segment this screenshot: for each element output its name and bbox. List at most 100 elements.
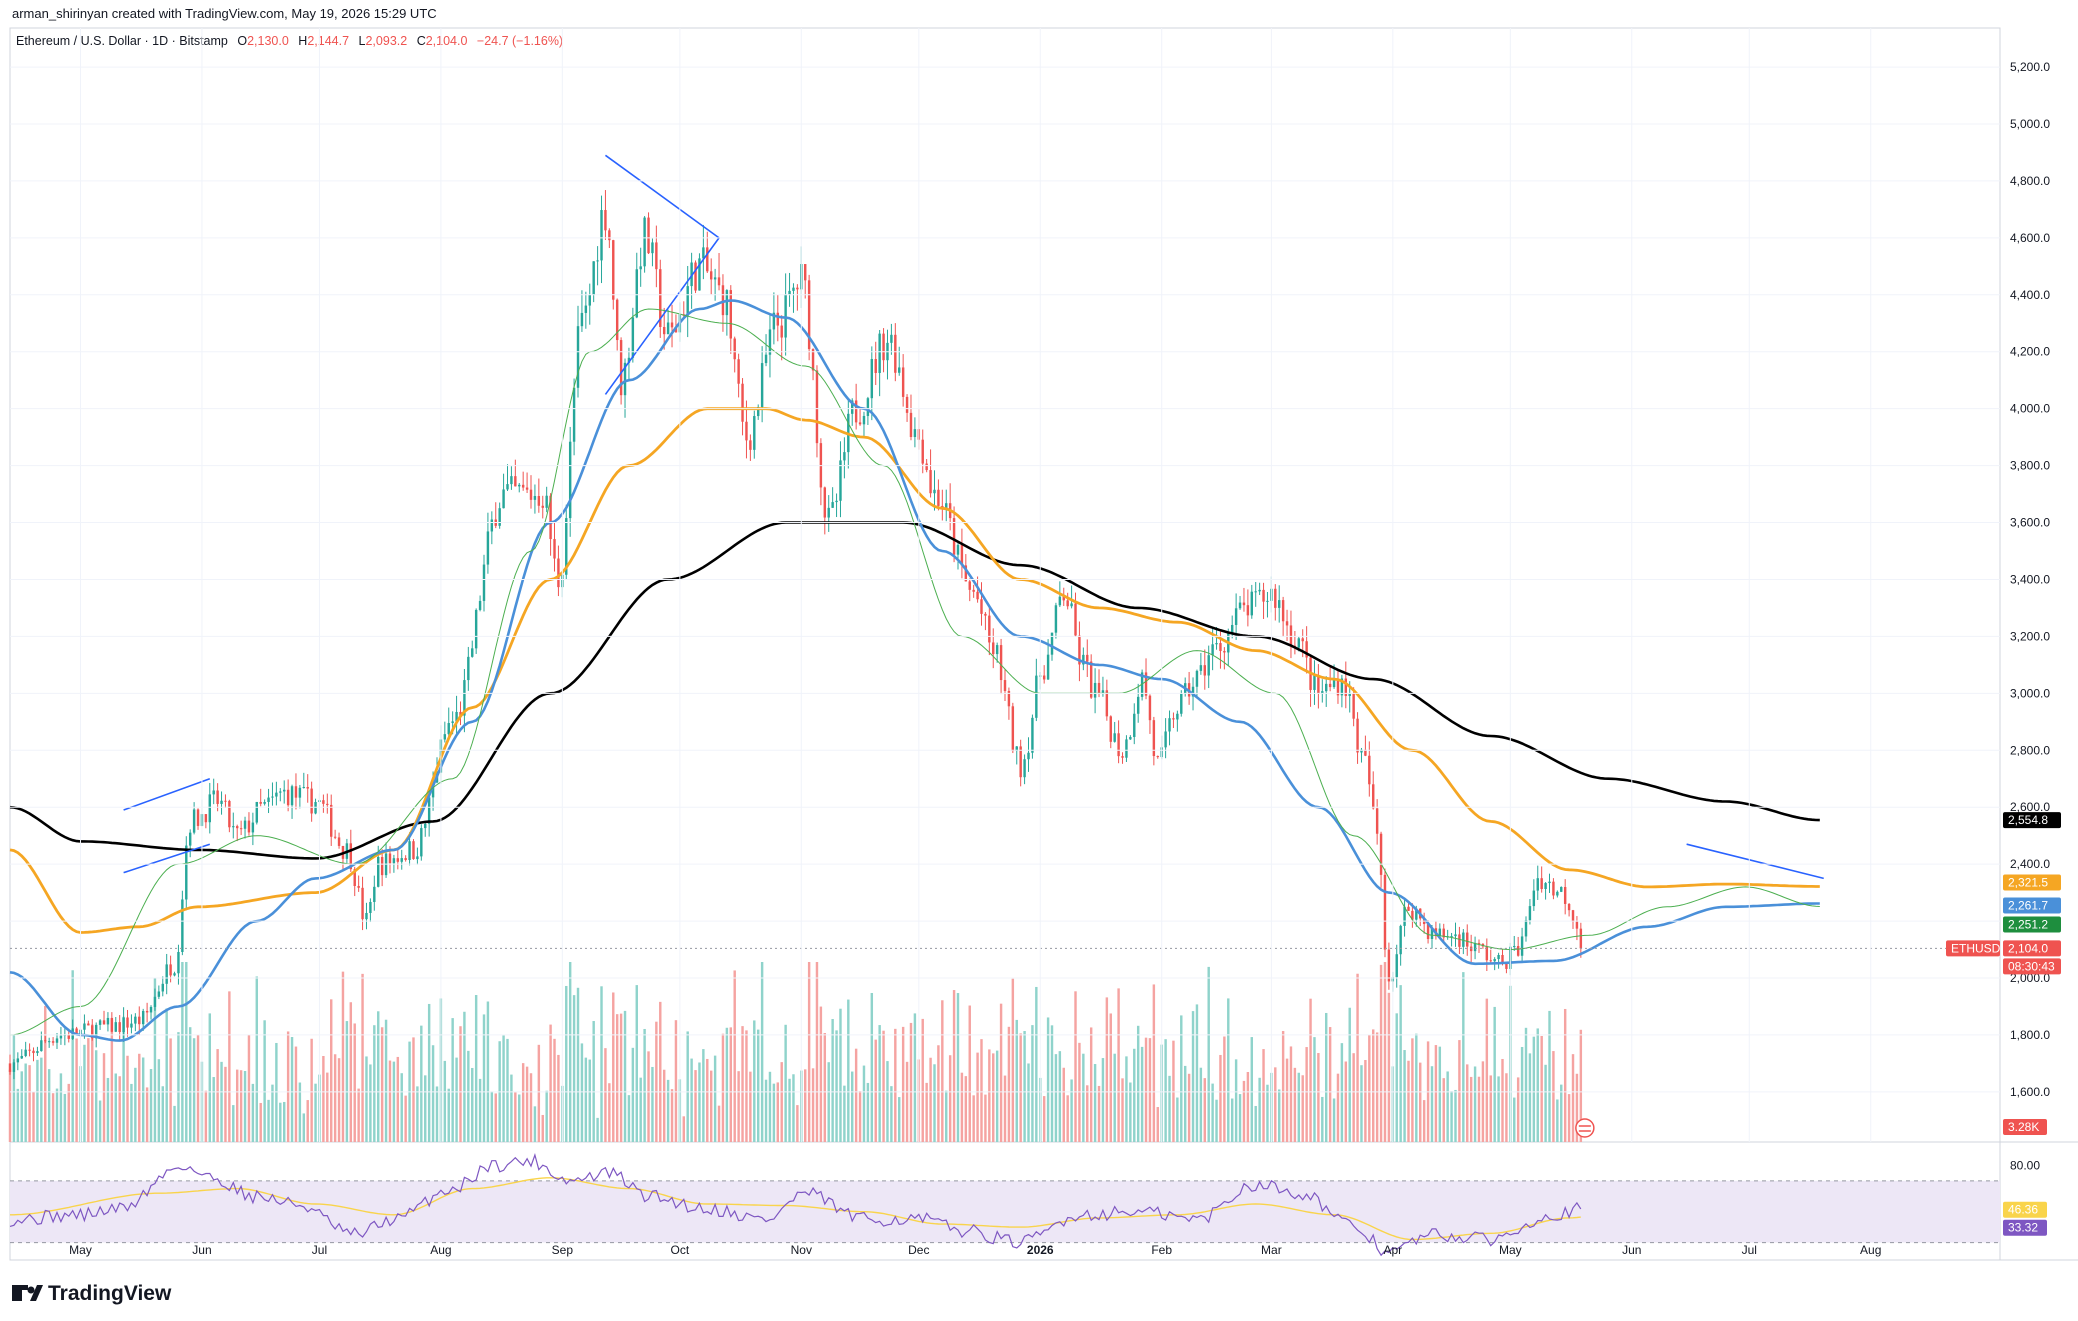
candle-body[interactable] bbox=[138, 1016, 141, 1025]
trendline[interactable] bbox=[1686, 843, 1824, 880]
candle-body[interactable] bbox=[870, 359, 874, 399]
candle-body[interactable] bbox=[275, 792, 278, 797]
candle-body[interactable] bbox=[282, 789, 286, 792]
candle-body[interactable] bbox=[945, 503, 948, 509]
candle-body[interactable] bbox=[392, 858, 396, 864]
candle-body[interactable] bbox=[87, 1023, 90, 1026]
candle-body[interactable] bbox=[804, 264, 807, 281]
candle-body[interactable] bbox=[623, 362, 627, 396]
candle-body[interactable] bbox=[1266, 600, 1269, 602]
candle-body[interactable] bbox=[51, 1041, 55, 1043]
ma-line-blue[interactable] bbox=[9, 299, 1820, 1042]
candle-body[interactable] bbox=[780, 325, 783, 338]
candle-body[interactable] bbox=[1129, 736, 1132, 740]
candle-body[interactable] bbox=[721, 285, 725, 316]
candle-body[interactable] bbox=[106, 1017, 110, 1025]
candle-body[interactable] bbox=[314, 802, 317, 814]
candle-body[interactable] bbox=[259, 801, 262, 804]
candle-body[interactable] bbox=[921, 439, 924, 464]
candle-body[interactable] bbox=[177, 951, 180, 974]
candle-body[interactable] bbox=[502, 489, 505, 509]
candle-body[interactable] bbox=[568, 441, 572, 519]
candle-body[interactable] bbox=[1285, 621, 1289, 626]
rsi-pane[interactable]: 80.00 bbox=[9, 1152, 2040, 1257]
candle-body[interactable] bbox=[380, 857, 384, 876]
candle-body[interactable] bbox=[1485, 946, 1489, 961]
candle-body[interactable] bbox=[1105, 690, 1109, 717]
candle-body[interactable] bbox=[373, 886, 376, 902]
candle-body[interactable] bbox=[1450, 936, 1453, 938]
candle-body[interactable] bbox=[631, 317, 635, 358]
candle-body[interactable] bbox=[1340, 678, 1344, 696]
candle-body[interactable] bbox=[377, 857, 380, 887]
candle-body[interactable] bbox=[1035, 675, 1038, 718]
candle-body[interactable] bbox=[55, 1038, 59, 1043]
candle-body[interactable] bbox=[1117, 733, 1120, 757]
candle-body[interactable] bbox=[729, 290, 733, 339]
candle-body[interactable] bbox=[627, 357, 631, 363]
candle-body[interactable] bbox=[1230, 624, 1234, 634]
candle-body[interactable] bbox=[267, 797, 270, 802]
candle-body[interactable] bbox=[130, 1023, 133, 1028]
candle-body[interactable] bbox=[1168, 718, 1171, 732]
candle-body[interactable] bbox=[1352, 693, 1355, 719]
candle-body[interactable] bbox=[247, 820, 251, 833]
candle-body[interactable] bbox=[600, 210, 603, 261]
candle-body[interactable] bbox=[1403, 906, 1406, 926]
candle-body[interactable] bbox=[32, 1050, 35, 1054]
candle-body[interactable] bbox=[204, 814, 208, 823]
candle-body[interactable] bbox=[1003, 680, 1007, 691]
candle-body[interactable] bbox=[572, 387, 576, 442]
candle-body[interactable] bbox=[1042, 675, 1046, 680]
trendline[interactable] bbox=[604, 154, 720, 239]
candle-body[interactable] bbox=[514, 476, 517, 487]
candle-body[interactable] bbox=[220, 800, 223, 804]
candle-body[interactable] bbox=[486, 531, 490, 565]
candle-body[interactable] bbox=[1544, 883, 1547, 889]
candle-body[interactable] bbox=[1415, 908, 1418, 920]
candle-body[interactable] bbox=[1313, 675, 1316, 690]
candle-body[interactable] bbox=[337, 837, 341, 846]
candle-body[interactable] bbox=[134, 1016, 137, 1024]
candle-body[interactable] bbox=[157, 991, 161, 997]
candle-body[interactable] bbox=[733, 338, 736, 360]
candle-body[interactable] bbox=[1493, 959, 1496, 962]
candle-body[interactable] bbox=[102, 1020, 106, 1025]
candle-body[interactable] bbox=[510, 476, 513, 485]
candle-body[interactable] bbox=[427, 797, 431, 824]
candle-body[interactable] bbox=[1023, 759, 1026, 778]
ma-line-black[interactable] bbox=[9, 521, 1820, 860]
candle-body[interactable] bbox=[326, 803, 329, 805]
candle-body[interactable] bbox=[110, 1017, 114, 1032]
candle-body[interactable] bbox=[188, 832, 192, 846]
candle-body[interactable] bbox=[91, 1025, 94, 1039]
candle-body[interactable] bbox=[1121, 756, 1124, 758]
candle-body[interactable] bbox=[1454, 934, 1457, 937]
candle-body[interactable] bbox=[75, 1028, 78, 1035]
candle-body[interactable] bbox=[659, 269, 662, 328]
candle-body[interactable] bbox=[1015, 746, 1018, 752]
candle-body[interactable] bbox=[1054, 605, 1058, 633]
candle-body[interactable] bbox=[416, 856, 419, 860]
candle-body[interactable] bbox=[463, 680, 466, 716]
candle-body[interactable] bbox=[1458, 934, 1461, 947]
candle-body[interactable] bbox=[459, 711, 462, 716]
candle-body[interactable] bbox=[490, 519, 494, 532]
ohlc-legend[interactable]: Ethereum / U.S. Dollar · 1D · Bitstamp O… bbox=[16, 34, 563, 48]
ma-line-green[interactable] bbox=[9, 308, 1820, 1036]
candle-body[interactable] bbox=[1172, 718, 1175, 720]
candle-body[interactable] bbox=[984, 613, 987, 616]
candle-body[interactable] bbox=[118, 1022, 121, 1033]
candle-body[interactable] bbox=[576, 326, 580, 388]
candle-body[interactable] bbox=[1277, 600, 1281, 608]
candle-body[interactable] bbox=[909, 412, 913, 438]
candle-body[interactable] bbox=[1426, 924, 1430, 939]
candle-body[interactable] bbox=[1274, 588, 1277, 608]
candle-body[interactable] bbox=[545, 495, 548, 508]
candle-body[interactable] bbox=[310, 788, 313, 814]
candle-body[interactable] bbox=[369, 901, 372, 913]
tradingview-logo[interactable]: TradingView bbox=[12, 1282, 172, 1305]
candle-body[interactable] bbox=[1548, 881, 1551, 884]
candle-body[interactable] bbox=[670, 322, 674, 328]
